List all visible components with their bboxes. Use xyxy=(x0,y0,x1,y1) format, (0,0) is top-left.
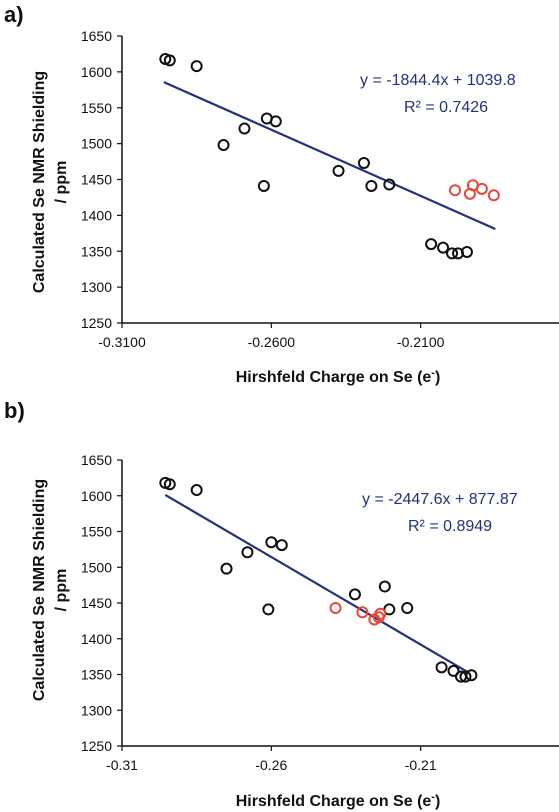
chart-a-point-black xyxy=(332,164,345,177)
chart-b-y-tick-label: 1250 xyxy=(81,738,112,754)
chart-a-xlabel: Hirshfeld Charge on Se (e-) xyxy=(236,367,441,386)
chart-a-y-tick-label: 1400 xyxy=(81,207,112,223)
chart-a-point-black xyxy=(425,238,438,251)
chart-a-point-black xyxy=(257,179,270,192)
chart-b-point-black xyxy=(447,664,460,677)
chart-a-point-black xyxy=(269,115,282,128)
chart-a-x-tick-label: -0.2100 xyxy=(397,334,445,350)
chart-b-point-red xyxy=(329,602,342,615)
chart-a-point-black xyxy=(163,54,176,67)
chart-b-point-black xyxy=(190,484,203,497)
chart-b-ylabel-line1: Calculated Se NMR Shielding xyxy=(31,479,48,701)
chart-b-point-black xyxy=(163,478,176,491)
chart-a-point-black xyxy=(238,122,251,135)
panel-a-label: a) xyxy=(4,2,24,27)
chart-a-x-tick-label: -0.3100 xyxy=(98,334,146,350)
chart-a-point-red xyxy=(463,187,476,200)
chart-a-y-tick-label: 1250 xyxy=(81,315,112,331)
chart-a-trend-equation: y = -1844.4x + 1039.8 xyxy=(360,72,516,89)
chart-a-y-tick-label: 1300 xyxy=(81,279,112,295)
chart-a-trend-r2: R² = 0.7426 xyxy=(404,99,488,116)
chart-a-ylabel-line1: Calculated Se NMR Shielding xyxy=(31,71,48,293)
chart-b-point-black xyxy=(459,670,472,683)
chart-b-y-tick-label: 1300 xyxy=(81,702,112,718)
chart-b-trend-r2: R² = 0.8949 xyxy=(408,518,492,535)
chart-b-point-black xyxy=(220,562,233,575)
chart-a-point-black xyxy=(365,179,378,192)
chart-b-y-tick-label: 1500 xyxy=(81,559,112,575)
chart-b-y-tick-label: 1400 xyxy=(81,631,112,647)
chart-b-plot: 1250 1300 1350 1400 1450 1500 1550 1600 1650 -0.3… xyxy=(81,452,559,773)
chart-b-point-black xyxy=(378,580,391,593)
chart-b-point-black xyxy=(401,602,414,615)
chart-b-point-black xyxy=(241,546,254,559)
chart-b-x-tick-label: -0.26 xyxy=(255,757,287,773)
chart-a-y-tick-label: 1350 xyxy=(81,243,112,259)
chart-b-y-tick-label: 1450 xyxy=(81,595,112,611)
chart-b-point-black xyxy=(465,669,478,682)
chart-b-xlabel: Hirshfeld Charge on Se (e-) xyxy=(236,791,441,810)
chart-a-point-black xyxy=(437,241,450,254)
chart-a-ylabel-line2: / ppm xyxy=(53,161,70,204)
chart-b-y-tick-label: 1550 xyxy=(81,524,112,540)
chart-b-point-red xyxy=(374,607,387,620)
chart-a-y-tick-label: 1600 xyxy=(81,64,112,80)
chart-b-ylabel: Calculated Se NMR Shielding / ppm xyxy=(31,479,70,701)
chart-b-trend-equation: y = -2447.6x + 877.87 xyxy=(362,491,518,508)
chart-b-x-tick-label: -0.31 xyxy=(106,757,138,773)
chart-a-ylabel: Calculated Se NMR Shielding / ppm xyxy=(31,71,70,293)
chart-a-point-red xyxy=(475,182,488,195)
chart-a-plot: 1250 1300 1350 1400 1450 1500 1550 1600 1650 -0.3… xyxy=(81,28,559,350)
chart-b-ylabel-line2: / ppm xyxy=(53,569,70,612)
chart-a-point-black xyxy=(383,178,396,191)
chart-a-point-red xyxy=(449,184,462,197)
chart-a-point-black xyxy=(357,156,370,169)
chart-b-point-black xyxy=(435,661,448,674)
chart-b-point-black xyxy=(265,536,278,549)
panel-b-label: b) xyxy=(4,398,25,423)
chart-a-point-black xyxy=(217,139,230,152)
chart-a-y-tick-label: 1650 xyxy=(81,28,112,44)
chart-a-point-red xyxy=(487,189,500,202)
chart-a-y-tick-label: 1500 xyxy=(81,136,112,152)
chart-b-x-tick-label: -0.21 xyxy=(405,757,437,773)
chart-b-point-black xyxy=(275,539,288,552)
chart-b-point-red xyxy=(356,606,369,619)
chart-b-y-tick-label: 1350 xyxy=(81,667,112,683)
chart-a-y-tick-label: 1550 xyxy=(81,100,112,116)
chart-b-trendline xyxy=(164,493,468,673)
chart-b-y-tick-label: 1650 xyxy=(81,452,112,468)
chart-a-point-black xyxy=(460,245,473,258)
chart-b-point-black xyxy=(262,603,275,616)
chart-a-y-tick-label: 1450 xyxy=(81,172,112,188)
chart-panel-a: a) Calculated Se NMR Shielding / ppm Hir… xyxy=(4,2,559,386)
chart-a-x-tick-label: -0.2600 xyxy=(248,334,296,350)
chart-a-trendline xyxy=(163,81,496,231)
chart-b-y-tick-label: 1600 xyxy=(81,488,112,504)
chart-b-point-black xyxy=(348,588,361,601)
chart-a-point-black xyxy=(446,247,459,260)
chart-a-point-black xyxy=(190,60,203,73)
chart-panel-b: b) Calculated Se NMR Shielding / ppm Hir… xyxy=(4,398,559,810)
